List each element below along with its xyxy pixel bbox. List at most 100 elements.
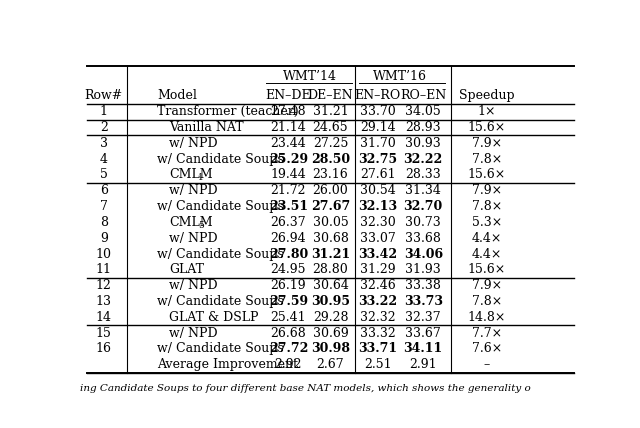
Text: 2.92: 2.92 xyxy=(275,358,302,371)
Text: 28.33: 28.33 xyxy=(405,169,441,181)
Text: 33.22: 33.22 xyxy=(358,295,397,308)
Text: Vanilla NAT: Vanilla NAT xyxy=(169,121,244,134)
Text: 34.06: 34.06 xyxy=(404,247,443,261)
Text: GLAT & DSLP: GLAT & DSLP xyxy=(169,311,259,324)
Text: w/ NPD: w/ NPD xyxy=(169,137,218,150)
Text: 33.68: 33.68 xyxy=(405,232,441,245)
Text: 27.80: 27.80 xyxy=(269,247,308,261)
Text: w/ Candidate Soups: w/ Candidate Soups xyxy=(157,200,284,213)
Text: w/ Candidate Soups: w/ Candidate Soups xyxy=(157,247,284,261)
Text: RO–EN: RO–EN xyxy=(400,89,446,102)
Text: 25.29: 25.29 xyxy=(269,153,308,166)
Text: 15.6×: 15.6× xyxy=(468,169,506,181)
Text: 27.67: 27.67 xyxy=(311,200,350,213)
Text: 33.70: 33.70 xyxy=(360,105,396,118)
Text: EN–DE: EN–DE xyxy=(266,89,311,102)
Text: 33.07: 33.07 xyxy=(360,232,396,245)
Text: 14.8×: 14.8× xyxy=(468,311,506,324)
Text: 30.05: 30.05 xyxy=(312,216,348,229)
Text: 32.37: 32.37 xyxy=(405,311,441,324)
Text: 21.72: 21.72 xyxy=(271,184,306,197)
Text: 6: 6 xyxy=(100,184,108,197)
Text: 7.6×: 7.6× xyxy=(472,342,502,355)
Text: CMLM: CMLM xyxy=(169,169,213,181)
Text: 15.6×: 15.6× xyxy=(468,263,506,276)
Text: 30.68: 30.68 xyxy=(312,232,348,245)
Text: Row#: Row# xyxy=(84,89,123,102)
Text: Average Improvement: Average Improvement xyxy=(157,358,298,371)
Text: 7.9×: 7.9× xyxy=(472,137,502,150)
Text: CMLM: CMLM xyxy=(169,216,213,229)
Text: 30.98: 30.98 xyxy=(311,342,350,355)
Text: –: – xyxy=(484,358,490,371)
Text: 7.7×: 7.7× xyxy=(472,327,502,340)
Text: 19.44: 19.44 xyxy=(271,169,306,181)
Text: 7.9×: 7.9× xyxy=(472,279,502,292)
Text: 33.32: 33.32 xyxy=(360,327,396,340)
Text: w/ NPD: w/ NPD xyxy=(169,184,218,197)
Text: 28.80: 28.80 xyxy=(312,263,348,276)
Text: WMT’14: WMT’14 xyxy=(283,70,337,83)
Text: 1×: 1× xyxy=(477,105,496,118)
Text: Model: Model xyxy=(157,89,196,102)
Text: 32.46: 32.46 xyxy=(360,279,396,292)
Text: 1: 1 xyxy=(100,105,108,118)
Text: 34.11: 34.11 xyxy=(404,342,443,355)
Text: 26.19: 26.19 xyxy=(271,279,306,292)
Text: w/ NPD: w/ NPD xyxy=(169,327,218,340)
Text: 30.95: 30.95 xyxy=(311,295,350,308)
Text: 4.4×: 4.4× xyxy=(472,232,502,245)
Text: w/ NPD: w/ NPD xyxy=(169,279,218,292)
Text: 26.00: 26.00 xyxy=(312,184,348,197)
Text: 24.95: 24.95 xyxy=(271,263,306,276)
Text: Transformer (teacher): Transformer (teacher) xyxy=(157,105,298,118)
Text: 9: 9 xyxy=(100,232,108,245)
Text: 32.30: 32.30 xyxy=(360,216,396,229)
Text: 33.38: 33.38 xyxy=(405,279,441,292)
Text: 33.42: 33.42 xyxy=(358,247,397,261)
Text: DE–EN: DE–EN xyxy=(308,89,353,102)
Text: 32.22: 32.22 xyxy=(404,153,443,166)
Text: 27.61: 27.61 xyxy=(360,169,396,181)
Text: 30.69: 30.69 xyxy=(312,327,348,340)
Text: 32.13: 32.13 xyxy=(358,200,397,213)
Text: 32.70: 32.70 xyxy=(404,200,443,213)
Text: 2.91: 2.91 xyxy=(410,358,437,371)
Text: 32.75: 32.75 xyxy=(358,153,397,166)
Text: 30.54: 30.54 xyxy=(360,184,396,197)
Text: w/ Candidate Soups: w/ Candidate Soups xyxy=(157,153,284,166)
Text: 2: 2 xyxy=(100,121,108,134)
Text: 28.50: 28.50 xyxy=(311,153,350,166)
Text: 31.29: 31.29 xyxy=(360,263,396,276)
Text: 27.48: 27.48 xyxy=(271,105,306,118)
Text: 26.37: 26.37 xyxy=(271,216,306,229)
Text: 15.6×: 15.6× xyxy=(468,121,506,134)
Text: 7.8×: 7.8× xyxy=(472,153,502,166)
Text: 29.28: 29.28 xyxy=(313,311,348,324)
Text: 25.41: 25.41 xyxy=(271,311,306,324)
Text: 26.94: 26.94 xyxy=(271,232,306,245)
Text: 2.51: 2.51 xyxy=(364,358,392,371)
Text: 14: 14 xyxy=(96,311,112,324)
Text: 27.25: 27.25 xyxy=(313,137,348,150)
Text: 24.65: 24.65 xyxy=(313,121,348,134)
Text: 30.73: 30.73 xyxy=(405,216,441,229)
Text: 4: 4 xyxy=(100,153,108,166)
Text: 5.3×: 5.3× xyxy=(472,216,502,229)
Text: w/ Candidate Soups: w/ Candidate Soups xyxy=(157,295,284,308)
Text: 12: 12 xyxy=(96,279,112,292)
Text: 2.67: 2.67 xyxy=(317,358,344,371)
Text: 7: 7 xyxy=(100,200,108,213)
Text: 23.16: 23.16 xyxy=(312,169,348,181)
Text: 4.4×: 4.4× xyxy=(472,247,502,261)
Text: 31.21: 31.21 xyxy=(311,247,350,261)
Text: 31.70: 31.70 xyxy=(360,137,396,150)
Text: ing Candidate Soups to four different base NAT models, which shows the generalit: ing Candidate Soups to four different ba… xyxy=(80,384,531,393)
Text: 34.05: 34.05 xyxy=(405,105,441,118)
Text: 15: 15 xyxy=(96,327,112,340)
Text: EN–RO: EN–RO xyxy=(355,89,401,102)
Text: 7.9×: 7.9× xyxy=(472,184,502,197)
Text: 1: 1 xyxy=(198,173,204,182)
Text: 5: 5 xyxy=(100,169,108,181)
Text: GLAT: GLAT xyxy=(169,263,204,276)
